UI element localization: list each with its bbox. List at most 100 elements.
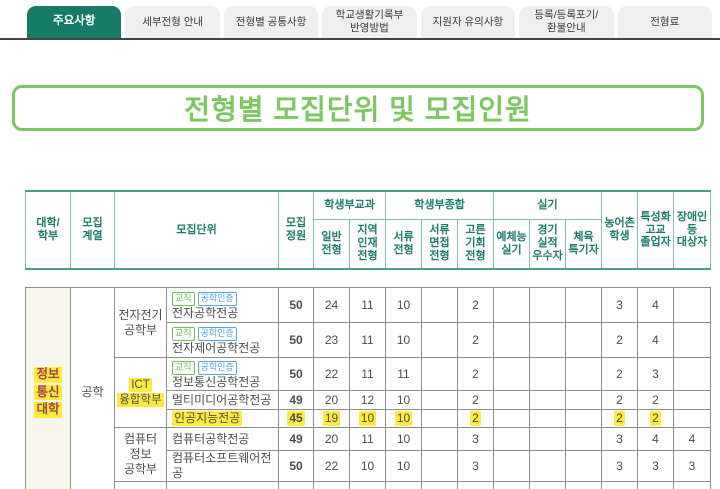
- value-cell: 23: [313, 322, 350, 358]
- value: 19: [322, 411, 341, 426]
- value-cell: 2: [601, 322, 638, 358]
- value-cell: 3: [601, 450, 638, 482]
- header-sports-specialist: 체육 특기자: [565, 218, 603, 270]
- value-cell: [421, 450, 458, 482]
- value: 2: [650, 411, 661, 426]
- college-line: 대학: [34, 402, 62, 418]
- major-name: 전자제어공학전공: [172, 340, 261, 355]
- tab-registration-refund[interactable]: 등록/등록포기/ 환불안내: [519, 6, 614, 38]
- value-cell: [565, 450, 602, 482]
- value-cell: 2: [637, 409, 674, 428]
- major-name: 정보통신공학전공: [172, 374, 261, 389]
- engineering-cert-badge: 공학인증: [197, 361, 237, 375]
- value-cell: [673, 322, 711, 358]
- value-cell: [493, 287, 530, 323]
- value-cell: 24: [313, 287, 350, 323]
- teaching-cert-badge: 교직: [172, 292, 195, 306]
- tab-common-matters[interactable]: 전형별 공통사항: [223, 6, 319, 38]
- value-cell: [565, 357, 602, 391]
- tab-bar-underline: [0, 38, 720, 40]
- value-cell: [637, 481, 674, 489]
- value-cell: [493, 390, 530, 410]
- value-cell: 11: [349, 427, 386, 451]
- major-name: 컴퓨터소프트웨어전공: [172, 451, 272, 481]
- value-cell: [493, 409, 530, 428]
- value-cell: [529, 481, 566, 489]
- value-cell: 22: [313, 450, 350, 482]
- value-cell: 2: [637, 390, 674, 410]
- header-college: 대학/ 학부: [25, 190, 71, 270]
- value-cell: [421, 481, 458, 489]
- badge-row: 교직 공학인증: [172, 359, 278, 375]
- value-cell: [529, 322, 566, 358]
- college-name: 정보 통신 대학: [27, 367, 70, 418]
- value: 10: [358, 411, 377, 426]
- header-vocational-grad: 특성화 고교 졸업자: [637, 190, 675, 270]
- value-cell: 10: [385, 409, 422, 428]
- header-arts-practical: 예체능 실기: [493, 218, 531, 270]
- dept-cell: [114, 481, 167, 489]
- header-disabled: 장애인 등 대상자: [673, 190, 712, 270]
- value-cell: 10: [385, 287, 422, 323]
- teaching-cert-badge: 교직: [172, 327, 195, 341]
- value-cell: [457, 481, 494, 489]
- value-cell: 3: [601, 427, 638, 451]
- value-cell: [565, 427, 602, 451]
- major-cell: 멀티미디어공학전공: [166, 390, 279, 410]
- header-sub-row: 일반 전형 지역 인재 전형 서류 전형 서류 면접 전형 고른 기회 전형 예…: [26, 218, 711, 270]
- value-cell: 3: [637, 450, 674, 482]
- value-cell: [529, 357, 566, 391]
- value-cell: 2: [601, 390, 638, 410]
- value-cell: [421, 390, 458, 410]
- value: 2: [470, 411, 481, 426]
- tab-detailed-admission-guide[interactable]: 세부전형 안내: [125, 6, 220, 38]
- table-row: 교직 공학인증 전자제어공학전공 50 23 11 10 2 2 4: [26, 322, 711, 358]
- value-cell: 4: [673, 427, 711, 451]
- tab-bar: 주요사항 세부전형 안내 전형별 공통사항 학교생활기록부 반영방법 지원자 유…: [27, 6, 712, 38]
- section-title-box: 전형별 모집단위 및 모집인원: [12, 85, 704, 131]
- quota-cell: 50: [278, 322, 314, 358]
- dept-name: ICT 융합학부: [116, 377, 166, 408]
- value-cell: 2: [457, 409, 494, 428]
- value-cell: [493, 322, 530, 358]
- value-cell: [529, 390, 566, 410]
- tab-application-fee[interactable]: 전형료: [617, 6, 712, 38]
- value-cell: [565, 322, 602, 358]
- header-regional-talent: 지역 인재 전형: [349, 218, 387, 270]
- table-row: 정보 통신 대학 공학 전자전기 공학부 교직 공학인증 전자공학전공 50 24…: [25, 287, 711, 489]
- admissions-table-header: 대학/ 학부 모집 계열 모집단위 모집 정원 학생부교과 학생부종합 실기 농…: [25, 190, 712, 270]
- value-cell: 3: [637, 357, 674, 391]
- value-cell: [529, 287, 566, 323]
- dept-cell: 전자전기 공학부: [114, 287, 167, 358]
- tab-key-points[interactable]: 주요사항: [27, 6, 122, 38]
- major-cell: 교직 공학인증 정보통신공학전공: [166, 357, 279, 391]
- page-title: 전형별 모집단위 및 모집인원: [184, 94, 532, 125]
- header-unit: 모집단위: [113, 190, 280, 270]
- table-row-partial: [26, 481, 711, 489]
- table-row: 컴퓨터 정보 공학부 컴퓨터공학전공 49 20 11 10 3 3 4 4: [26, 427, 711, 482]
- value-cell: 10: [385, 390, 422, 410]
- header-document-interview: 서류 면접 전형: [421, 218, 459, 270]
- quota-cell: 50: [278, 287, 314, 323]
- value-cell: [493, 450, 530, 482]
- quota-cell: [278, 481, 314, 489]
- value-cell: [529, 450, 566, 482]
- major-cell: [166, 481, 279, 489]
- header-group-row: 대학/ 학부 모집 계열 모집단위 모집 정원 학생부교과 학생부종합 실기 농…: [25, 190, 712, 270]
- tab-school-record-reflection[interactable]: 학교생활기록부 반영방법: [322, 6, 417, 38]
- value: 2: [614, 411, 625, 426]
- tab-applicant-notes[interactable]: 지원자 유의사항: [420, 6, 516, 38]
- value-cell: 3: [457, 427, 494, 451]
- header-athletic-record: 경기 실적 우수자: [529, 218, 567, 270]
- value-cell: 3: [457, 450, 494, 482]
- value-cell: [493, 357, 530, 391]
- value-cell: 11: [349, 322, 386, 358]
- admissions-table-body: 정보 통신 대학 공학 전자전기 공학부 교직 공학인증 전자공학전공 50 24…: [25, 287, 711, 489]
- quota-cell: 49: [278, 390, 314, 410]
- value-cell: 2: [457, 357, 494, 391]
- value-cell: [565, 409, 602, 428]
- major-cell: 컴퓨터공학전공: [166, 427, 279, 451]
- value-cell: [529, 427, 566, 451]
- value-cell: 20: [313, 427, 350, 451]
- value-cell: 10: [349, 450, 386, 482]
